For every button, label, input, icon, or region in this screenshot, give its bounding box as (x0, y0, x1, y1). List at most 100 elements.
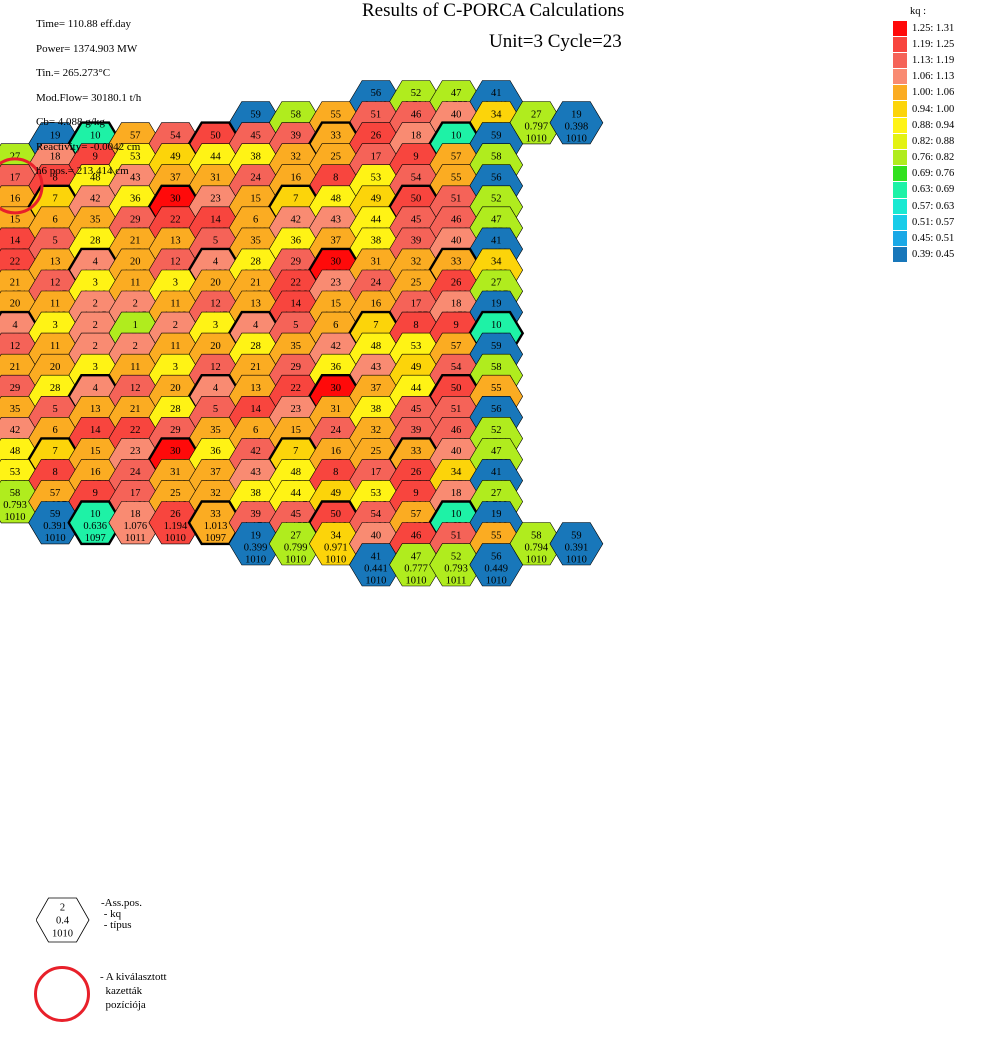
assembly-position: 13 (250, 383, 261, 394)
assembly-position: 27 (531, 109, 542, 120)
assembly-position: 11 (50, 299, 60, 310)
assembly-position: 47 (451, 88, 462, 99)
assembly-position: 50 (331, 509, 342, 520)
assembly-position: 9 (413, 488, 418, 499)
assembly-position: 2 (173, 320, 178, 331)
assembly-position: 51 (451, 404, 462, 415)
assembly-position: 30 (170, 446, 181, 457)
assembly-position: 4 (12, 320, 18, 331)
assembly-position: 54 (411, 172, 422, 183)
assembly-position: 41 (371, 551, 382, 562)
assembly-position: 51 (451, 193, 462, 204)
assembly-position: 15 (250, 193, 261, 204)
assembly-position: 49 (170, 151, 181, 162)
assembly-position: 52 (491, 193, 502, 204)
assembly-hexagon (108, 501, 163, 545)
legend-swatch (893, 36, 907, 52)
assembly-position: 48 (331, 193, 342, 204)
assembly-position: 2 (93, 341, 98, 352)
assembly-position: 27 (290, 530, 301, 541)
reactivity-value: Reactivity= -0.0042 cm (36, 140, 141, 153)
assembly-position: 45 (290, 509, 301, 520)
assembly-position: 15 (90, 446, 101, 457)
assembly-position: 8 (333, 467, 338, 478)
assembly-position: 57 (451, 341, 462, 352)
assembly-position: 8 (52, 172, 57, 183)
assembly-position: 9 (93, 488, 98, 499)
assembly-position: 45 (411, 404, 422, 415)
assembly-position: 2 (93, 320, 98, 331)
selected-assembly-marker (0, 157, 44, 215)
key-label-type: - típus (101, 919, 132, 931)
assembly-position: 3 (93, 278, 98, 289)
assembly-kq: 0.399 (244, 542, 268, 553)
assembly-position: 20 (170, 383, 181, 394)
assembly-position: 57 (411, 509, 422, 520)
assembly-position: 26 (411, 467, 422, 478)
assembly-position: 37 (371, 383, 382, 394)
assembly-position: 55 (491, 530, 502, 541)
assembly-kq: 0.793 (3, 500, 27, 511)
assembly-hexagon (349, 543, 403, 587)
assembly-position: 24 (250, 172, 261, 183)
legend-label: 0.63: 0.69 (912, 184, 955, 196)
assembly-position: 57 (50, 488, 61, 499)
assembly-position: 16 (290, 172, 301, 183)
assembly-type: 1010 (325, 554, 346, 565)
selected-marker-sample (34, 966, 90, 1022)
assembly-position: 53 (130, 151, 141, 162)
assembly-kq: 0.971 (324, 542, 348, 553)
assembly-position: 21 (10, 362, 21, 373)
assembly-position: 27 (491, 488, 502, 499)
assembly-position: 11 (130, 278, 140, 289)
assembly-position: 49 (411, 362, 422, 373)
legend-swatch (893, 166, 907, 182)
assembly-position: 31 (170, 467, 181, 478)
assembly-position: 6 (52, 215, 57, 226)
assembly-position: 4 (93, 257, 99, 268)
key-sample-position: 2 (60, 903, 65, 914)
assembly-type: 1010 (165, 533, 186, 544)
selected-label-line-2: kazetták (100, 985, 143, 997)
assembly-position: 26 (170, 509, 181, 520)
assembly-type: 1010 (566, 554, 587, 565)
assembly-position: 5 (213, 404, 218, 415)
assembly-position: 53 (371, 488, 382, 499)
assembly-position: 21 (250, 278, 261, 289)
legend-item: 0.69: 0.76 (893, 166, 954, 182)
assembly-position: 4 (253, 320, 259, 331)
assembly-position: 47 (491, 215, 502, 226)
assembly-position: 47 (491, 446, 502, 457)
assembly-position: 39 (250, 509, 261, 520)
key-label-position: -Ass.pos. (101, 897, 142, 909)
assembly-position: 58 (491, 362, 502, 373)
assembly-position: 20 (210, 341, 221, 352)
assembly-position: 14 (90, 425, 101, 436)
assembly-position: 35 (210, 425, 221, 436)
assembly-position: 59 (250, 109, 261, 120)
selected-label-line-1: - A kiválasztott (100, 971, 167, 983)
assembly-position: 33 (331, 130, 342, 141)
assembly-position: 22 (10, 257, 21, 268)
selected-label-line-3: pozíciója (100, 999, 146, 1011)
assembly-position: 54 (371, 509, 382, 520)
legend-label: 1.19: 1.25 (912, 38, 955, 50)
assembly-position: 34 (451, 467, 462, 478)
assembly-position: 4 (93, 383, 99, 394)
assembly-position: 5 (293, 320, 298, 331)
assembly-position: 50 (210, 130, 221, 141)
assembly-position: 38 (250, 488, 261, 499)
assembly-kq: 0.398 (565, 121, 589, 132)
assembly-position: 46 (451, 425, 462, 436)
legend-swatch (893, 52, 907, 69)
assembly-position: 38 (371, 404, 382, 415)
assembly-position: 17 (411, 299, 422, 310)
legend-item: 0.88: 0.94 (893, 117, 954, 133)
assembly-type: 1097 (205, 533, 226, 544)
assembly-position: 43 (331, 215, 342, 226)
